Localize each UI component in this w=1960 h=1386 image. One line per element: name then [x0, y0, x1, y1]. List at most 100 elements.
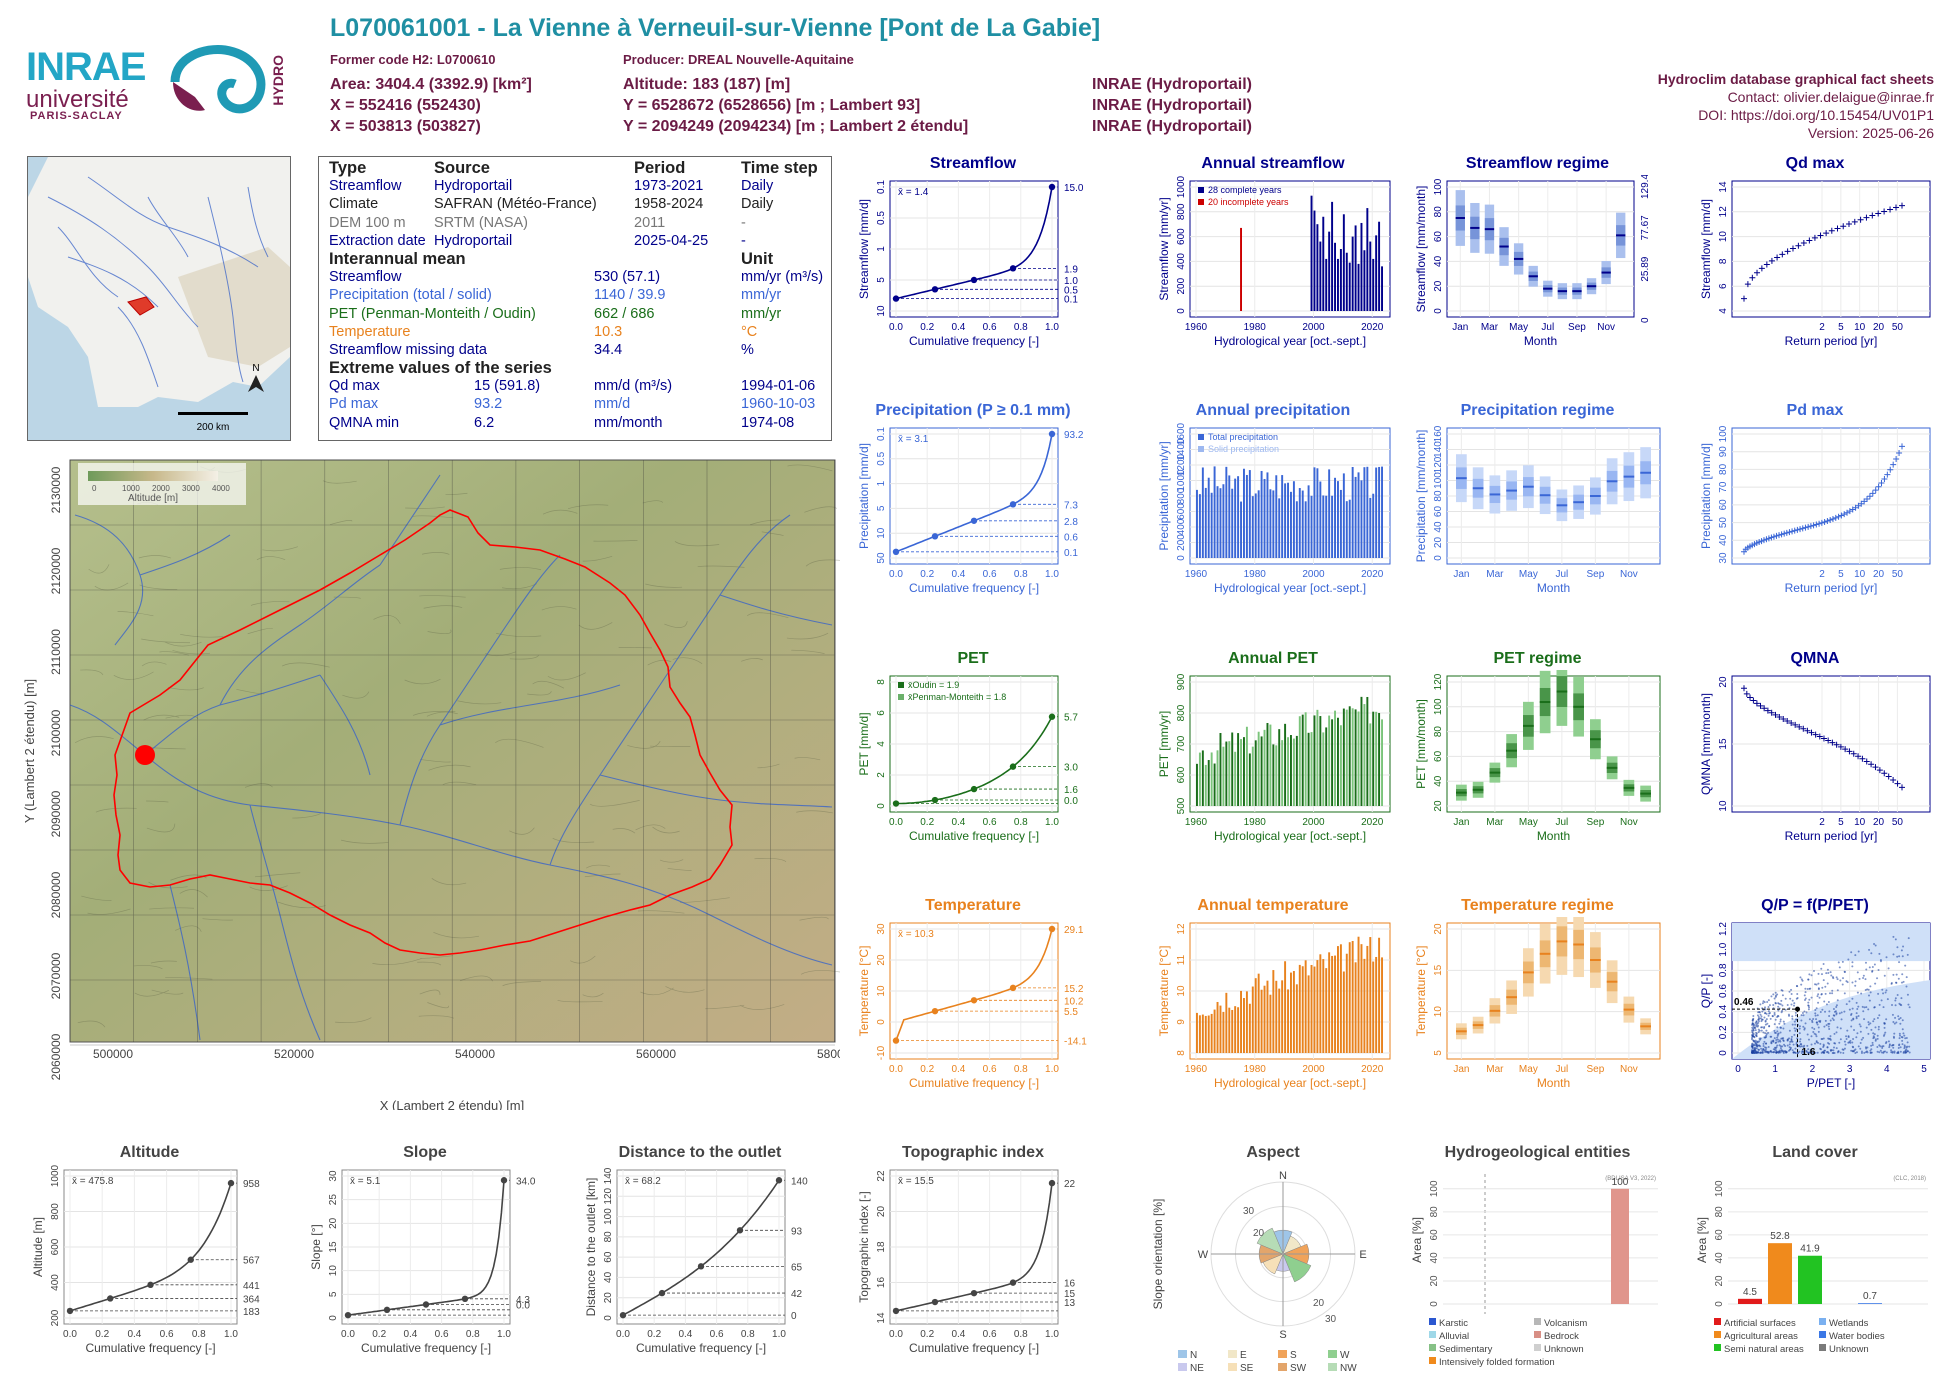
- data-point: [1760, 1015, 1763, 1018]
- y-tick-label: 40: [1718, 534, 1729, 546]
- year-bar: [1260, 989, 1263, 1053]
- data-point: [1815, 1018, 1818, 1021]
- year-bar: [1248, 470, 1251, 558]
- year-bar: [1278, 729, 1281, 806]
- y-axis-label: Precipitation [mm/yr]: [1157, 441, 1171, 550]
- legend-label: NW: [1340, 1363, 1357, 1374]
- data-point: [1878, 952, 1881, 955]
- y-tick-label: 0.1: [876, 427, 887, 441]
- relief-line: [542, 509, 578, 515]
- data-point: [1794, 1011, 1797, 1014]
- y-tick-label: 20: [1433, 800, 1444, 812]
- data-point: [1767, 1010, 1770, 1013]
- data-point: [1755, 1047, 1758, 1050]
- data-point: [1775, 1039, 1778, 1042]
- data-point: [1864, 1046, 1867, 1049]
- right-axis-label: 0.0: [516, 1301, 530, 1312]
- y-tick-label: 600: [50, 1238, 61, 1255]
- return-point: [1863, 214, 1870, 221]
- year-bar: [1275, 980, 1278, 1053]
- data-point: [1764, 1042, 1767, 1045]
- chart-title: Annual streamflow: [1201, 155, 1345, 172]
- td: QMNA min: [329, 414, 400, 431]
- x-tick-label: 0: [1735, 1064, 1741, 1075]
- data-point: [1862, 974, 1865, 977]
- data-point: [1892, 1020, 1895, 1023]
- y-tick-label: 8: [876, 679, 887, 685]
- data-point: [1816, 1023, 1819, 1026]
- data-point: [1894, 938, 1897, 941]
- year-bar: [1225, 992, 1228, 1053]
- data-point: [1873, 1036, 1876, 1039]
- x-axis-label: Cumulative frequency [-]: [909, 1341, 1039, 1355]
- year-bar: [1331, 495, 1334, 558]
- data-point: [1851, 981, 1854, 984]
- x-tick-label: 2020: [1361, 1064, 1384, 1075]
- td: mm/d: [594, 396, 631, 413]
- year-bar: [1378, 937, 1381, 1053]
- year-bar: [1231, 732, 1234, 806]
- year-bar: [1372, 711, 1375, 806]
- data-point: [1754, 1039, 1757, 1042]
- data-point: [1763, 1016, 1766, 1019]
- data-point: [1808, 1006, 1811, 1009]
- relief-line: [417, 961, 442, 966]
- right-axis-label: 0.5: [1064, 285, 1078, 296]
- y-tick-label: 2: [876, 772, 887, 778]
- data-point: [1891, 1044, 1894, 1047]
- data-point: [1775, 1051, 1778, 1054]
- data-point: [1901, 1039, 1904, 1042]
- data-point: [1901, 973, 1904, 976]
- data-point: [1830, 1049, 1833, 1052]
- relief-line: [419, 595, 466, 598]
- relief-line: [250, 601, 290, 606]
- data-point: [1814, 1014, 1817, 1017]
- year-bar: [1348, 706, 1351, 806]
- data-point: [1832, 1019, 1835, 1022]
- data-point: [1896, 946, 1899, 949]
- shaded-region: [1732, 923, 1930, 962]
- data-point: [1755, 1023, 1758, 1026]
- data-point: [1759, 1003, 1762, 1006]
- relief-line: [244, 783, 273, 788]
- year-bar: [1263, 729, 1266, 806]
- data-point: [1870, 1028, 1873, 1031]
- chart-qmna: QMNA 10 15 20 2 5 10 20 50 Return period [yr] QMNA…: [1690, 650, 1940, 850]
- y-tick-label: 20: [603, 1292, 614, 1304]
- x-tick-label: 0.4: [951, 569, 965, 580]
- data-point: [1788, 1037, 1791, 1040]
- x-tick-label: Nov: [1597, 322, 1615, 333]
- return-point: [1778, 531, 1785, 538]
- x-tick-label: 2020: [1361, 322, 1384, 333]
- data-point: [1828, 1042, 1831, 1045]
- chart-title: Slope: [403, 1144, 447, 1161]
- data-point: [1863, 1006, 1866, 1009]
- data-point: [1816, 995, 1819, 998]
- data-point: [1773, 1013, 1776, 1016]
- data-point: [1804, 1022, 1807, 1025]
- year-bar: [1210, 752, 1213, 806]
- data-point: [1751, 1049, 1754, 1052]
- relief-line: [791, 649, 825, 654]
- y-tick-label: 80: [603, 1231, 614, 1243]
- data-point: [1803, 994, 1806, 997]
- year-bar: [1298, 716, 1301, 806]
- relief-line: [420, 759, 451, 763]
- relief-line: [236, 688, 265, 695]
- year-bar: [1357, 263, 1360, 311]
- data-point: [1799, 1038, 1802, 1041]
- data-point: [1777, 1005, 1780, 1008]
- data-point: [1848, 1008, 1851, 1011]
- data-point: [1777, 1002, 1780, 1005]
- data-point: [1901, 1036, 1904, 1039]
- year-bar: [1334, 955, 1336, 1053]
- y-tick-label: 12: [1176, 923, 1187, 935]
- year-bar: [1307, 975, 1310, 1053]
- data-point: [1876, 1046, 1879, 1049]
- category-bar: [1858, 1303, 1882, 1304]
- data-point: [1789, 1048, 1792, 1051]
- th-timestep: Time step: [741, 159, 818, 177]
